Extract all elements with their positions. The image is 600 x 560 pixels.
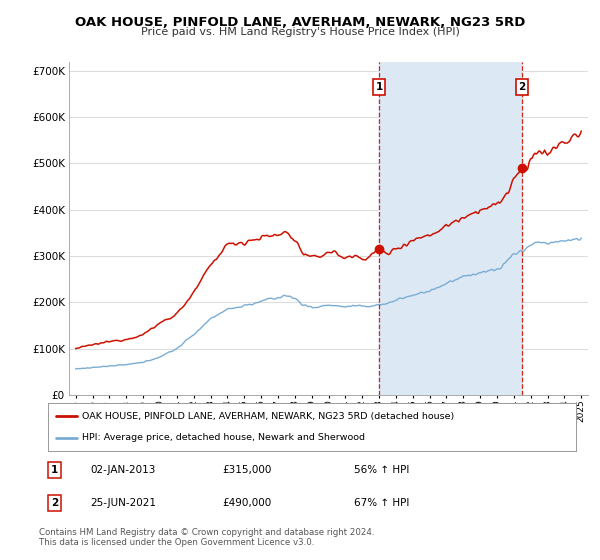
Text: OAK HOUSE, PINFOLD LANE, AVERHAM, NEWARK, NG23 5RD: OAK HOUSE, PINFOLD LANE, AVERHAM, NEWARK… [75,16,525,29]
Text: 02-JAN-2013: 02-JAN-2013 [90,465,155,475]
Text: £315,000: £315,000 [222,465,272,475]
Text: 2: 2 [518,82,526,92]
Text: Price paid vs. HM Land Registry's House Price Index (HPI): Price paid vs. HM Land Registry's House … [140,27,460,37]
Text: 67% ↑ HPI: 67% ↑ HPI [354,498,410,507]
Text: This data is licensed under the Open Government Licence v3.0.: This data is licensed under the Open Gov… [39,538,314,547]
Text: 25-JUN-2021: 25-JUN-2021 [90,498,156,507]
Text: £490,000: £490,000 [222,498,271,507]
Bar [379,62,522,395]
Text: 2: 2 [51,498,58,507]
Text: 1: 1 [51,465,58,475]
Text: Contains HM Land Registry data © Crown copyright and database right 2024.: Contains HM Land Registry data © Crown c… [39,528,374,536]
Text: HPI: Average price, detached house, Newark and Sherwood: HPI: Average price, detached house, Newa… [82,433,365,442]
Text: 1: 1 [376,82,383,92]
Text: 56% ↑ HPI: 56% ↑ HPI [354,465,410,475]
Text: OAK HOUSE, PINFOLD LANE, AVERHAM, NEWARK, NG23 5RD (detached house): OAK HOUSE, PINFOLD LANE, AVERHAM, NEWARK… [82,412,455,421]
